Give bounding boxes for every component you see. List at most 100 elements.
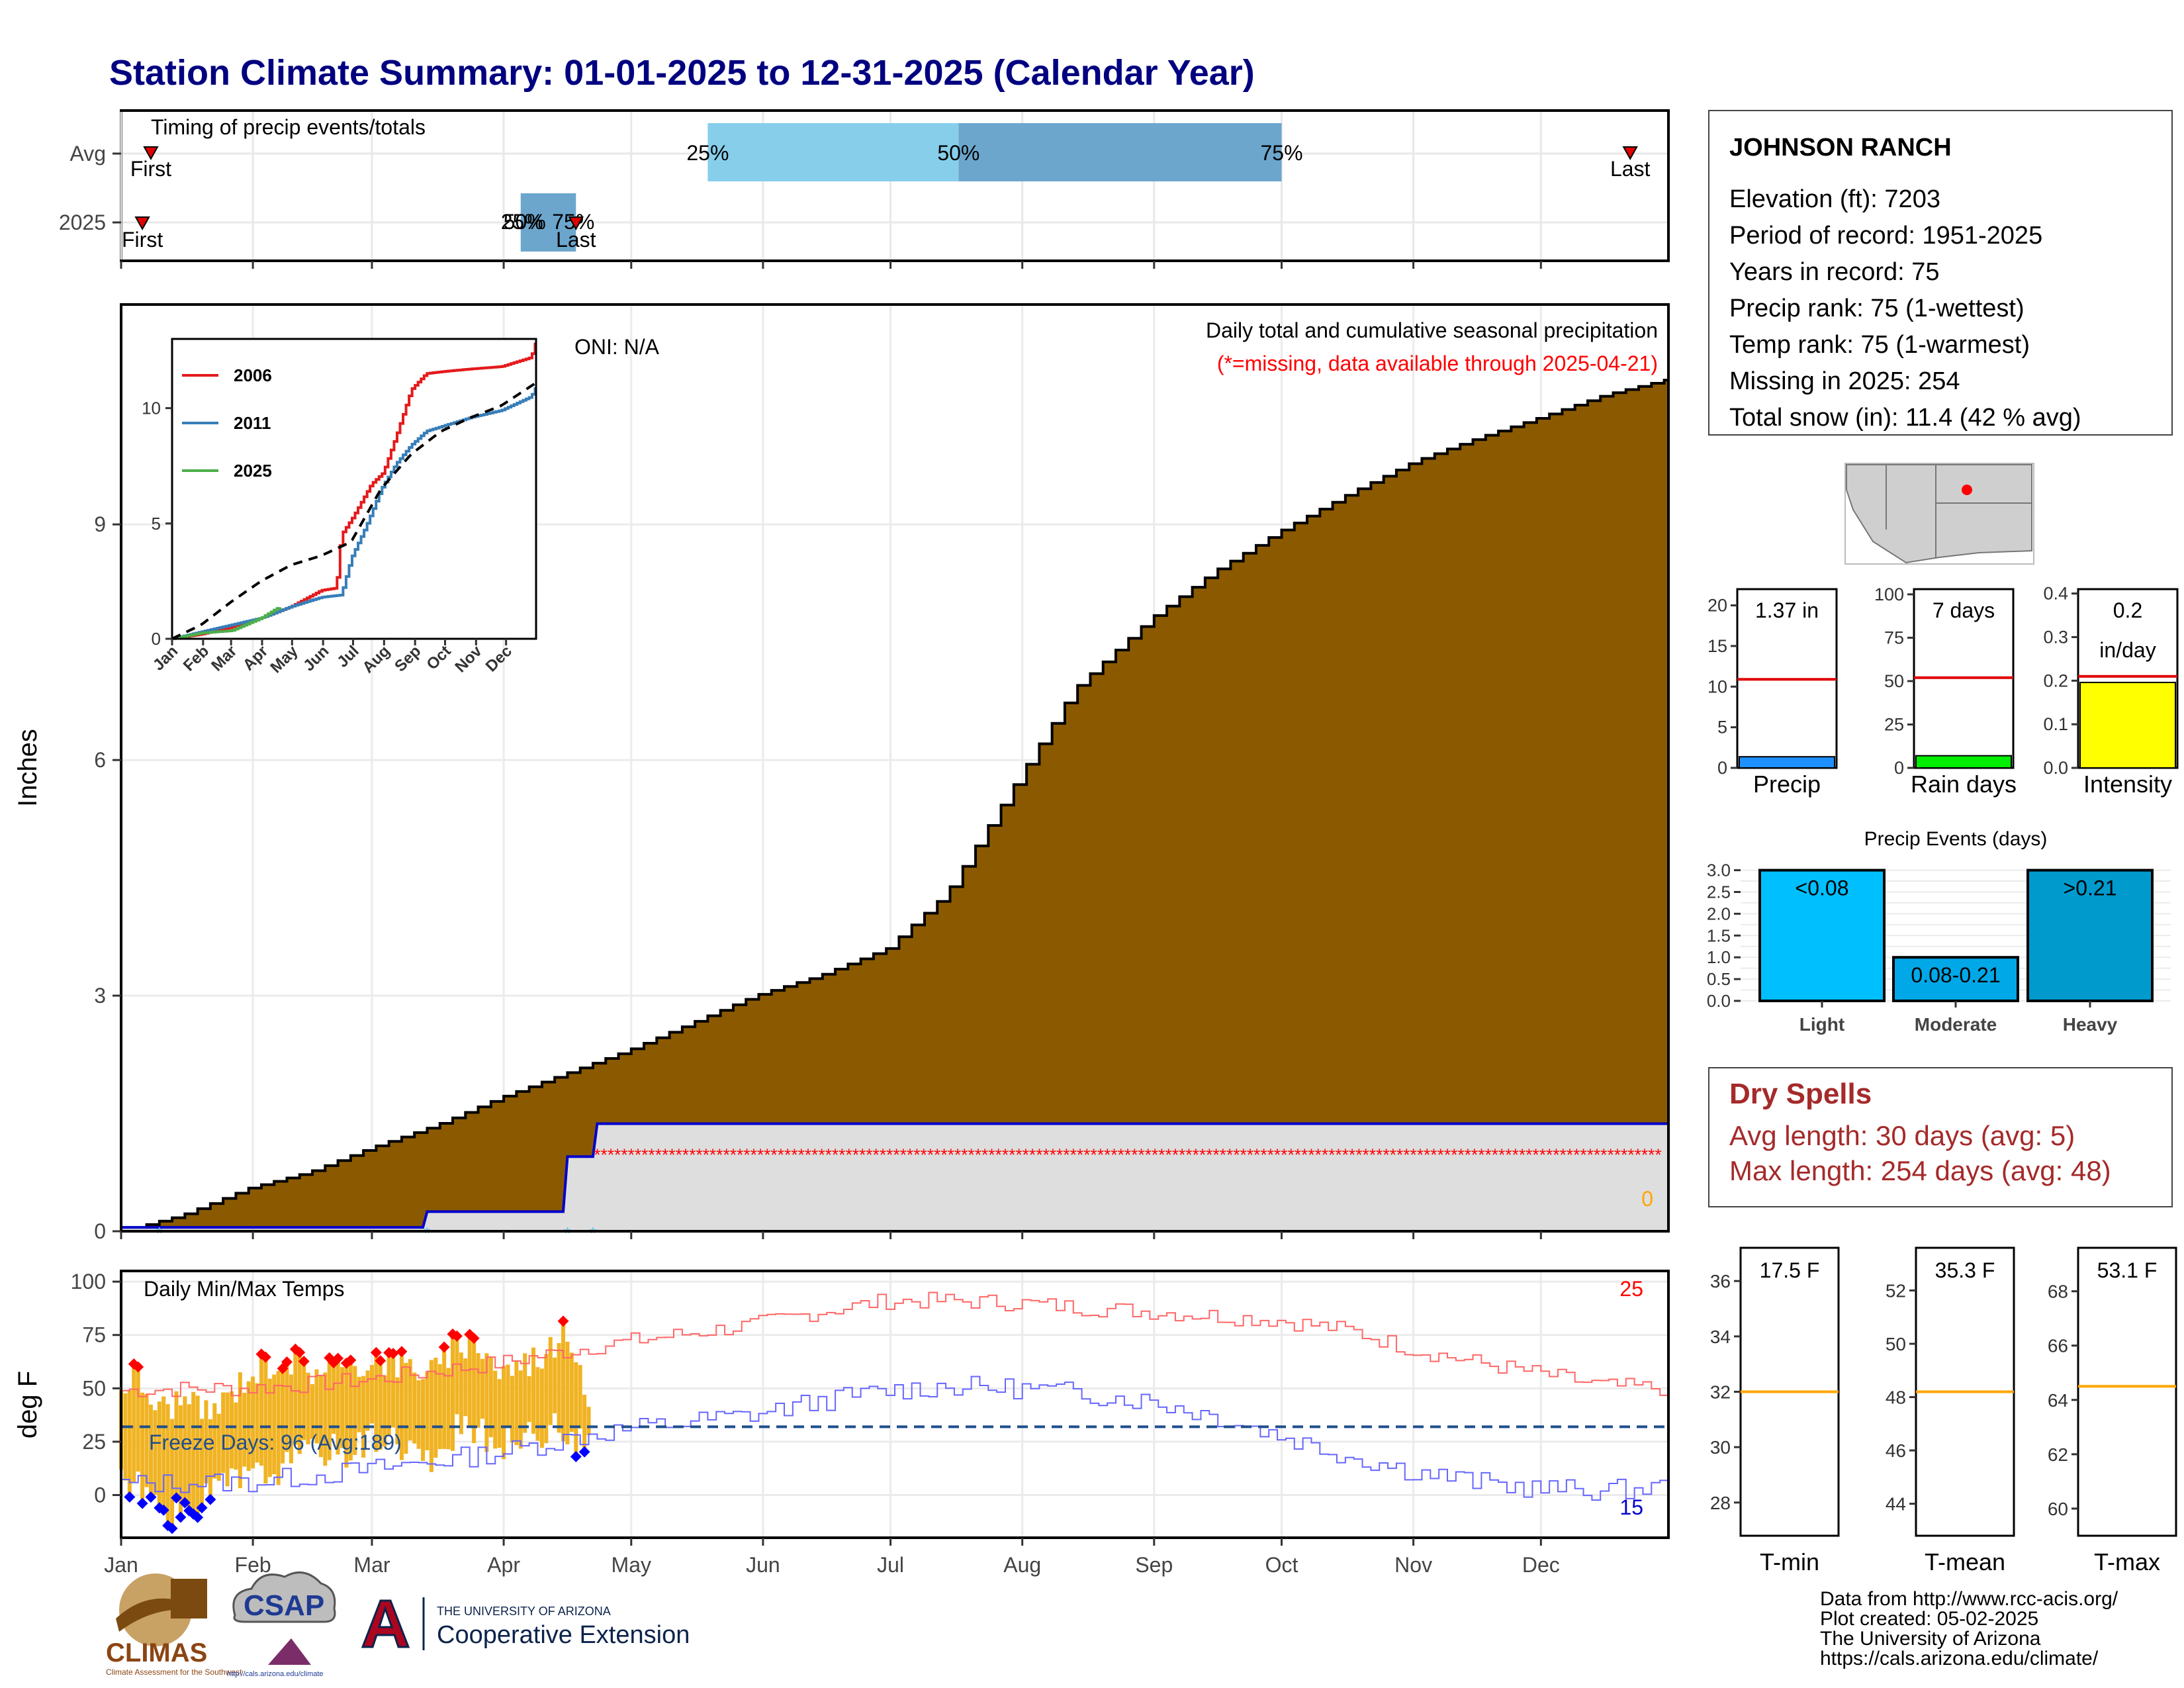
month-tick-label: Sep	[1135, 1553, 1173, 1577]
missing-marker: *	[805, 1145, 811, 1164]
dry-spells-avg: Avg length: 30 days (avg: 5)	[1729, 1120, 2075, 1151]
timing-marker	[134, 216, 150, 231]
map-state-border	[1886, 465, 2032, 557]
record-high-marker	[451, 1330, 463, 1342]
missing-marker: *	[1206, 1145, 1212, 1164]
daily-temp-bar	[332, 1362, 336, 1434]
temp-summary-ytick-label: 60	[2048, 1499, 2068, 1519]
missing-marker: *	[1492, 1145, 1498, 1164]
missing-marker: *	[1043, 1145, 1050, 1164]
daily-temp-bar	[127, 1390, 132, 1497]
precip-ylabel: Inches	[13, 729, 42, 807]
missing-marker: *	[1036, 1145, 1042, 1164]
daily-temp-bar	[365, 1370, 370, 1431]
daily-temp-bar	[378, 1360, 383, 1450]
csap-wordmark: CSAP	[244, 1589, 324, 1622]
timing-panel: 25%50%75%25%50%75% Timing of precip even…	[59, 109, 1670, 269]
footer: Data from http://www.rcc-acis.org/ Plot …	[106, 1571, 2118, 1678]
missing-marker: *	[1111, 1145, 1117, 1164]
temp-ylabel: deg F	[13, 1371, 42, 1438]
daily-temp-bar	[408, 1359, 412, 1441]
missing-marker: *	[1260, 1145, 1267, 1164]
missing-marker: *	[1498, 1145, 1505, 1164]
temp-summary-ytick-label: 44	[1886, 1494, 1906, 1515]
missing-marker: *	[927, 1145, 934, 1164]
missing-marker: *	[1525, 1145, 1532, 1164]
daily-temp-bar	[480, 1358, 484, 1419]
month-tick-label: Oct	[1265, 1553, 1298, 1577]
daily-temp-bar	[255, 1383, 259, 1463]
missing-marker: *	[757, 1145, 764, 1164]
missing-marker: *	[1301, 1145, 1308, 1164]
daily-temp-bar	[451, 1334, 455, 1451]
missing-marker: *	[859, 1145, 866, 1164]
station-line: Years in record: 75	[1729, 258, 1940, 286]
missing-marker: *	[608, 1145, 614, 1164]
inset-legend-label: 2025	[234, 461, 272, 481]
ua-a-shape	[361, 1599, 410, 1648]
event-bar	[2026, 868, 2154, 1003]
missing-marker: *	[1172, 1145, 1179, 1164]
mini-bar-panels: 1.37 in Precip 0 5 10 15 20 7 days Rain days 0 25 5…	[1707, 584, 2179, 798]
temp-summary-ytick-label: 30	[1710, 1437, 1731, 1458]
timing-marker-label: First	[130, 157, 171, 181]
event-ytick-label: 3.0	[1707, 861, 1731, 880]
month-tick-label: Feb	[235, 1553, 271, 1577]
daily-temp-bar	[472, 1338, 477, 1444]
record-low-marker	[570, 1451, 582, 1462]
missing-marker: *	[907, 1145, 913, 1164]
precip-legend-title: Daily total and cumulative seasonal prec…	[1206, 318, 1658, 342]
csap-url: http://cals.arizona.edu/climate	[227, 1670, 324, 1678]
daily-temp-bar	[514, 1360, 519, 1446]
daily-temp-bar	[383, 1375, 387, 1447]
mini-value-label-2: in/day	[2099, 638, 2156, 662]
mini-ytick-label: 0.3	[2043, 627, 2068, 647]
daily-temp-bar	[251, 1376, 255, 1469]
station-line: Precip rank: 75 (1-wettest)	[1729, 295, 2025, 322]
missing-marker: *	[1369, 1145, 1376, 1164]
missing-marker: *	[1009, 1145, 1015, 1164]
temp-ytick-label: 0	[94, 1483, 106, 1507]
missing-marker: *	[1519, 1145, 1525, 1164]
daily-temp-bar	[395, 1377, 400, 1444]
inset-ytick-label: 0	[152, 629, 161, 649]
daily-temp-bar	[225, 1392, 230, 1487]
event-ytick-label: 1.0	[1707, 947, 1731, 967]
mini-ytick-label: 0.2	[2043, 671, 2068, 690]
daily-temp-bar	[212, 1403, 217, 1479]
daily-temp-bar	[148, 1404, 153, 1497]
mini-value-bar	[1739, 756, 1835, 769]
event-bar-label: 0.08-0.21	[1911, 963, 2000, 987]
event-category-label: Light	[1799, 1014, 1844, 1035]
missing-marker: *	[730, 1145, 737, 1164]
missing-marker: *	[961, 1145, 968, 1164]
daily-temp-bar	[404, 1362, 408, 1454]
missing-marker: *	[784, 1145, 791, 1164]
missing-marker: *	[709, 1145, 716, 1164]
daily-temp-bar	[399, 1351, 404, 1460]
missing-marker: *	[689, 1145, 696, 1164]
missing-marker: *	[668, 1145, 675, 1164]
missing-marker: *	[1539, 1145, 1546, 1164]
daily-temp-bar	[234, 1402, 238, 1470]
missing-marker: *	[1580, 1145, 1586, 1164]
daily-temp-bar	[416, 1380, 421, 1449]
missing-marker: *	[1226, 1145, 1233, 1164]
timing-marker	[1622, 146, 1638, 161]
daily-temp-bar	[586, 1407, 591, 1436]
missing-marker: *	[1233, 1145, 1240, 1164]
station-box	[1708, 110, 2173, 436]
daily-temp-bar	[493, 1370, 498, 1449]
oni-label: ONI: N/A	[574, 335, 660, 359]
mini-panel-label: Intensity	[2083, 771, 2172, 798]
daily-temp-bar	[488, 1357, 493, 1438]
climas-strip	[171, 1579, 207, 1618]
mini-ytick-label: 10	[1707, 677, 1727, 696]
missing-marker: *	[594, 1145, 600, 1164]
timing-marker	[568, 216, 584, 231]
station-location-dot	[1962, 485, 1972, 495]
missing-marker: *	[1424, 1145, 1430, 1164]
missing-marker: *	[1015, 1145, 1022, 1164]
precip-ytick-label: 9	[94, 512, 106, 536]
daily-temp-bar	[340, 1367, 344, 1448]
